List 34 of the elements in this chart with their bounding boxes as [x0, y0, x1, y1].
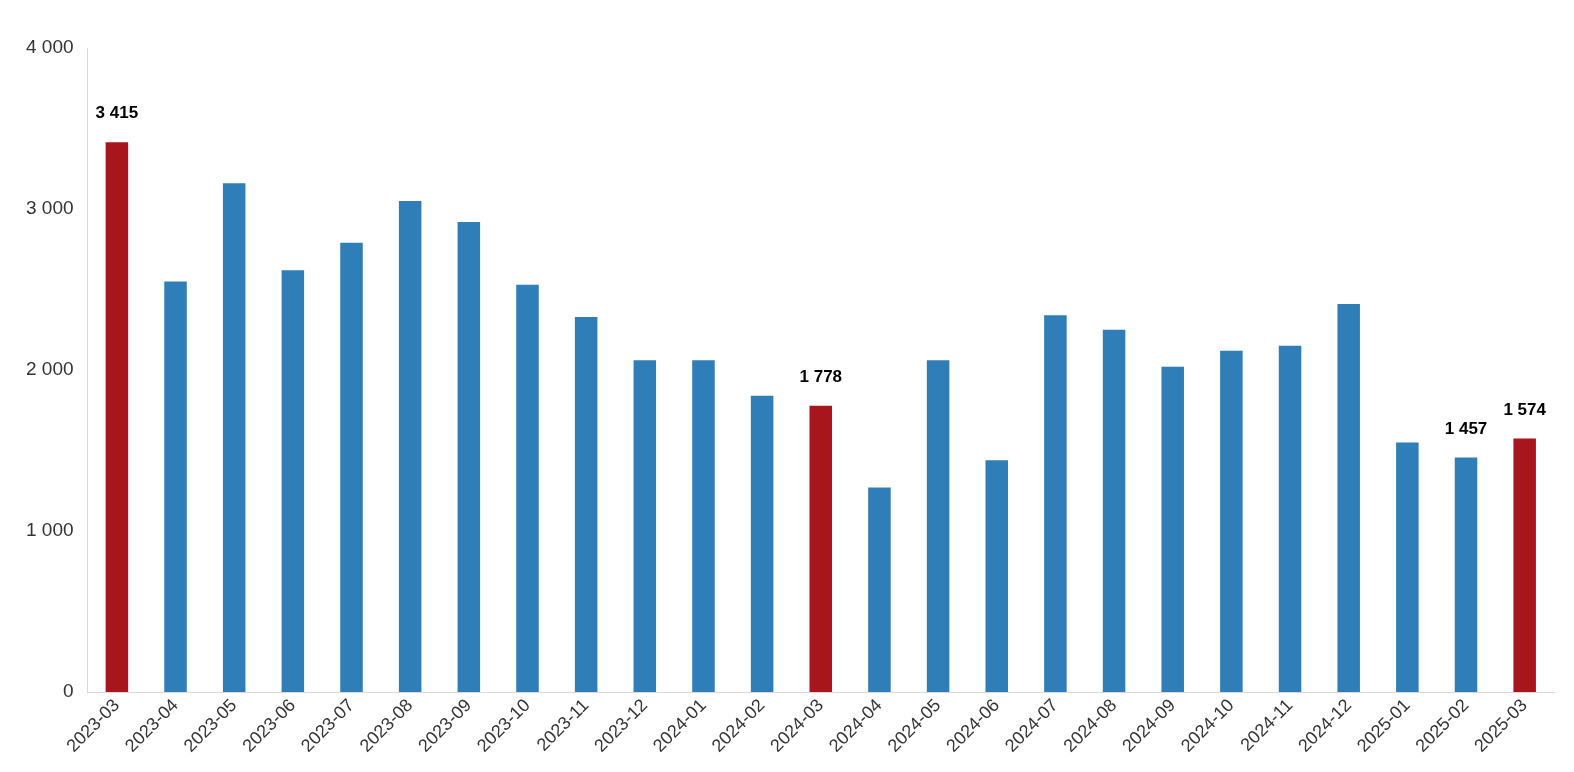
bar — [868, 487, 891, 693]
y-tick-label: 0 — [62, 680, 74, 702]
data-label: 1 457 — [1444, 418, 1488, 438]
data-label: 1 778 — [799, 366, 843, 386]
bar — [1337, 304, 1360, 693]
bar — [457, 221, 481, 693]
bar — [1044, 315, 1067, 693]
y-tick-label: 4 000 — [26, 36, 74, 58]
bar — [164, 281, 187, 693]
y-tick-label: 1 000 — [26, 519, 74, 541]
bar — [809, 405, 833, 693]
bar — [1161, 366, 1184, 693]
bar — [1102, 329, 1126, 693]
bar — [105, 142, 129, 693]
bar — [1278, 345, 1302, 693]
bar — [750, 395, 774, 693]
y-tick-label: 3 000 — [26, 197, 74, 219]
y-tick-label: 2 000 — [26, 358, 74, 380]
bar — [1513, 438, 1536, 693]
bar — [340, 242, 363, 693]
data-label: 1 574 — [1503, 399, 1547, 419]
bar — [398, 200, 422, 693]
bar — [633, 360, 657, 693]
bar — [574, 316, 598, 693]
bar — [985, 460, 1009, 693]
bar — [516, 284, 539, 693]
bar — [1396, 442, 1419, 693]
bar — [692, 360, 715, 693]
bar — [222, 183, 246, 693]
bar — [1454, 457, 1478, 693]
data-label: 3 415 — [95, 103, 139, 123]
bar — [1220, 350, 1243, 693]
bar — [281, 270, 305, 693]
bar — [926, 360, 950, 693]
